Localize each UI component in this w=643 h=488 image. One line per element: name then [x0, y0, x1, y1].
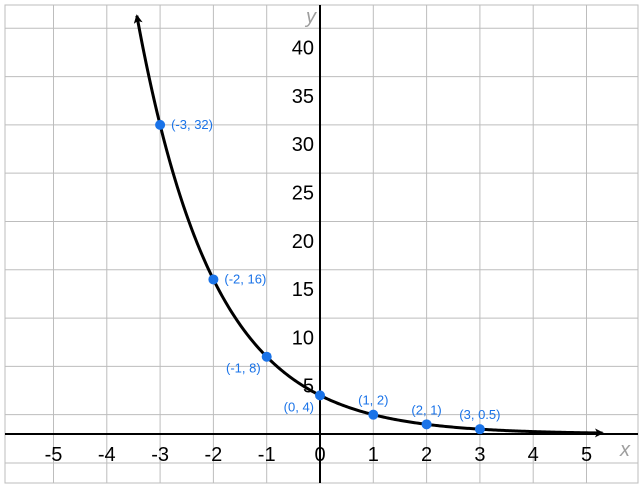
- y-tick-label: 25: [292, 183, 314, 205]
- x-tick-label: -3: [151, 444, 169, 466]
- x-tick-label: -4: [98, 444, 116, 466]
- data-point: [474, 424, 485, 435]
- x-tick-label: -2: [205, 444, 223, 466]
- x-tick-label: -1: [258, 444, 276, 466]
- x-tick-label: -5: [45, 444, 63, 466]
- plot-frame: [4, 4, 639, 484]
- x-tick-label: 1: [368, 444, 379, 466]
- y-tick-label: 35: [292, 86, 314, 108]
- point-label: (3, 0.5): [459, 407, 500, 422]
- y-tick-label: 20: [292, 231, 314, 253]
- y-tick-label: 15: [292, 279, 314, 301]
- point-label: (-2, 16): [224, 271, 266, 286]
- data-point: [155, 119, 166, 130]
- data-point: [315, 390, 325, 401]
- exponential-curve: [133, 14, 604, 438]
- data-point: [368, 409, 379, 420]
- data-points: (-3, 32) (-2, 16) (-1, 8) (0, 4) (1, 2) (2, 1…: [155, 117, 500, 435]
- y-tick-label: 10: [292, 327, 314, 349]
- x-tick-label: 0: [314, 444, 325, 466]
- y-axis-label: y: [304, 6, 317, 28]
- x-tick-label: 3: [474, 444, 485, 466]
- point-label: (1, 2): [358, 393, 388, 408]
- x-tick-label: 5: [581, 444, 592, 466]
- point-label: (0, 4): [284, 399, 314, 414]
- data-point: [421, 419, 432, 430]
- data-point: [261, 351, 272, 362]
- y-tick-label: 40: [292, 38, 314, 60]
- grid: [5, 5, 638, 483]
- x-tick-label: 4: [528, 444, 539, 466]
- point-label: (-1, 8): [226, 361, 261, 376]
- x-tick-labels: -5 -4 -3 -2 -1 0 1 2 3 4 5: [45, 444, 592, 466]
- data-point: [208, 274, 219, 285]
- point-label: (2, 1): [411, 402, 441, 417]
- point-label: (-3, 32): [171, 117, 213, 132]
- x-axis-label: x: [619, 439, 631, 461]
- x-tick-label: 2: [421, 444, 432, 466]
- y-tick-label: 30: [292, 134, 314, 156]
